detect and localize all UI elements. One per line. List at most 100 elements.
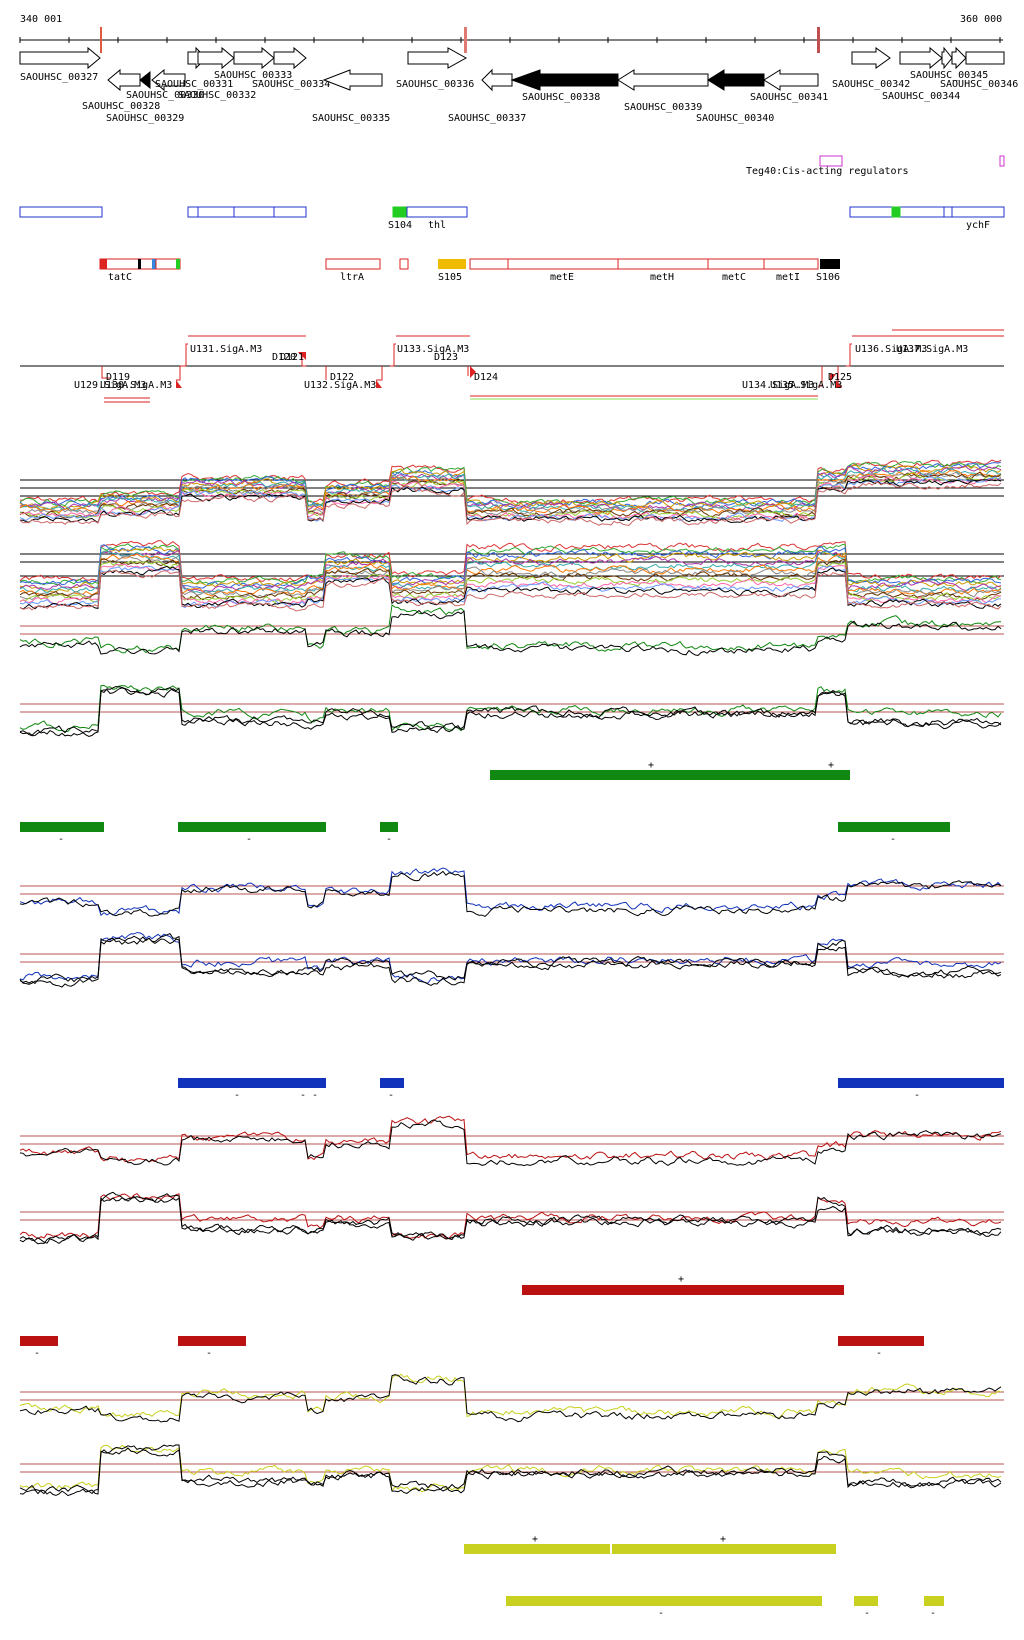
bar-sign: - (388, 1090, 394, 1101)
gene-arrow[interactable]: SAOUHSC_00345 (910, 46, 988, 81)
gene-arrow[interactable]: SAOUHSC_00346 (940, 46, 1018, 90)
expression-trace (19, 1444, 1002, 1495)
gene-label: SAOUHSC_00339 (624, 102, 702, 113)
expression-trace (19, 1373, 1002, 1419)
bar-sign: + (720, 1534, 726, 1545)
red-operon-track: tatC ltrA S105 metE metH metC metI S106 (99, 258, 840, 283)
tu-label: U131.SigA.M3 (190, 344, 262, 355)
tu-label: U137.SigA.M3 (896, 344, 968, 355)
gene-label: SAOUHSC_00344 (882, 91, 960, 102)
coordinate-ruler: 340 001 360 000 (19, 14, 1003, 53)
bar-sign: - (234, 1090, 240, 1101)
gene-label: SAOUHSC_00330 (126, 90, 204, 101)
gene-arrow[interactable]: SAOUHSC_00330 (126, 68, 204, 101)
bar-sign: - (386, 834, 392, 845)
bar-sign: - (312, 1090, 318, 1101)
gene-arrow[interactable]: SAOUHSC_00341 (750, 69, 828, 103)
gene-arrow[interactable]: SAOUHSC_00335 (312, 69, 390, 124)
bar-sign: - (206, 1348, 212, 1359)
operon-label: ychF (966, 220, 990, 231)
gene-arrow[interactable]: SAOUHSC_00338 (510, 69, 619, 103)
expression-trace (19, 550, 1002, 594)
expression-trace (19, 459, 1002, 506)
gene-arrow[interactable]: SAOUHSC_00340 (696, 69, 774, 124)
tu-label: U134.SigA.M3 (742, 380, 814, 391)
expression-trace (19, 870, 1002, 917)
bar-sign: - (890, 834, 896, 845)
gene-arrow[interactable]: SAOUHSC_00332 (178, 46, 256, 101)
operon-label: thl (428, 220, 446, 231)
operon-label: ltrA (340, 272, 364, 283)
bar-sign: - (914, 1090, 920, 1101)
gene-label: SAOUHSC_00338 (522, 92, 600, 103)
gene-arrow[interactable]: SAOUHSC_00336 (396, 47, 474, 90)
gene-label: SAOUHSC_00334 (252, 79, 330, 90)
expression-trace (19, 474, 1002, 522)
gene-arrow[interactable]: SAOUHSC_00339 (617, 69, 709, 113)
gene-label: SAOUHSC_00333 (214, 70, 292, 81)
expression-trace (19, 1374, 1002, 1423)
expression-trace (19, 604, 1002, 654)
gene-arrow[interactable]: SAOUHSC_00333 (214, 46, 292, 81)
bar-sign: - (34, 1348, 40, 1359)
gene-arrow[interactable]: SAOUHSC_00329 (106, 70, 184, 124)
tu-label: U130.SigA.M3 (100, 380, 172, 391)
gene-arrow[interactable]: SAOUHSC_00328 (82, 68, 160, 112)
bar-sign: + (532, 1534, 538, 1545)
expression-trace (19, 469, 1002, 516)
operon-label: metI (776, 272, 800, 283)
segment-bars: + + - - - - - - - - - + - - - + + - (20, 760, 1004, 1619)
expression-trace (19, 481, 1002, 526)
tu-label: U133.SigA.M3 (397, 344, 469, 355)
gene-arrow[interactable]: SAOUHSC_00337 (448, 68, 526, 124)
gene-arrow[interactable]: SAOUHSC_00327 (19, 46, 101, 83)
tu-label: D124 (474, 372, 498, 383)
operon-label: metE (550, 272, 574, 283)
bar-sign: - (930, 1608, 936, 1619)
expression-trace (19, 549, 1002, 592)
expression-trace (19, 685, 1002, 737)
gene-label: SAOUHSC_00345 (910, 70, 988, 81)
tu-label: U132.SigA.M3 (304, 380, 376, 391)
bar-sign: + (648, 760, 654, 771)
expression-trace (19, 1444, 1002, 1493)
expression-trace (19, 867, 1002, 917)
gene-label: SAOUHSC_00342 (832, 79, 910, 90)
bar-sign: - (658, 1608, 664, 1619)
expression-trace (19, 558, 1002, 601)
bar-sign: + (678, 1274, 684, 1285)
expression-trace (19, 687, 1002, 738)
gene-label: SAOUHSC_00327 (20, 72, 98, 83)
gene-label: SAOUHSC_00340 (696, 113, 774, 124)
tu-label: U135.SigA.M3 (770, 380, 842, 391)
operon-label: S106 (816, 272, 840, 283)
tu-label: D125 (828, 372, 852, 383)
bar-sign: - (246, 834, 252, 845)
expression-trace (19, 932, 1002, 985)
gene-label: SAOUHSC_00331 (155, 79, 233, 90)
expression-trace (19, 565, 1002, 610)
gene-label: SAOUHSC_00335 (312, 113, 390, 124)
transcription-unit-track: U131.SigA.M3 U133.SigA.M3 U136.SigA.M3 U… (20, 329, 1004, 403)
expression-trace (19, 1119, 1002, 1167)
gene-arrow[interactable]: SAOUHSC_00344 (882, 46, 960, 102)
expression-trace (19, 543, 1002, 586)
expression-trace (19, 569, 1002, 612)
gene-label: SAOUHSC_00332 (178, 90, 256, 101)
gene-arrow[interactable]: SAOUHSC_00334 (252, 46, 330, 90)
ruler-start-label: 340 001 (20, 14, 62, 25)
bar-sign: - (300, 1090, 306, 1101)
tu-label: D121 (280, 352, 304, 363)
expression-trace (19, 932, 1002, 984)
gene-arrow[interactable]: SAOUHSC_00342 (832, 47, 910, 90)
expression-trace (19, 471, 1002, 516)
expression-trace (19, 464, 1002, 511)
bar-sign: - (58, 834, 64, 845)
expression-trace (19, 553, 1002, 597)
expression-trace (19, 563, 1002, 606)
expression-trace (19, 565, 1001, 609)
expression-trace (19, 544, 1002, 589)
tu-label: D123 (434, 352, 458, 363)
tu-label: D120 (272, 352, 296, 363)
